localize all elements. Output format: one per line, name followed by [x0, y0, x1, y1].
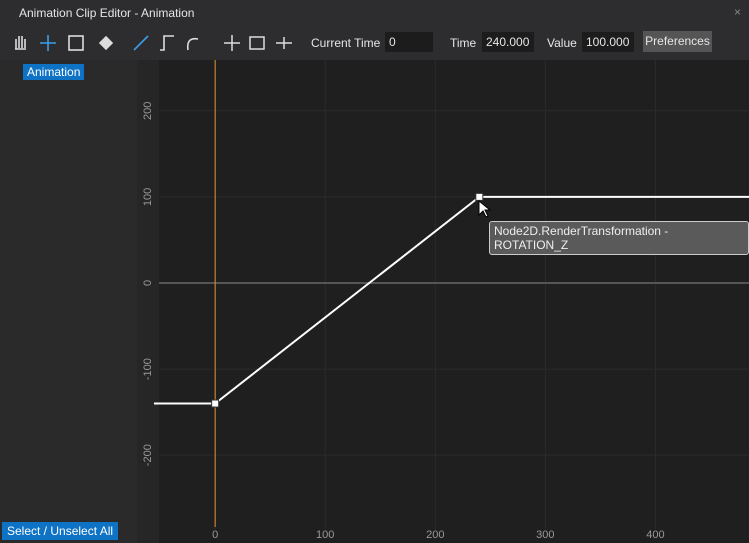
- linear-tool[interactable]: [133, 35, 149, 51]
- hand-tool[interactable]: [15, 36, 26, 50]
- key-tool[interactable]: [98, 35, 114, 51]
- tool-icons: [15, 35, 199, 51]
- expand-view[interactable]: [276, 37, 292, 49]
- preferences-button[interactable]: Preferences: [643, 31, 712, 52]
- time-field[interactable]: 240.000: [482, 32, 534, 52]
- curve: [214, 196, 480, 405]
- x-tick-label: 0: [212, 529, 218, 541]
- y-axis-strip: [137, 60, 159, 543]
- y-tick-label: 200: [142, 102, 154, 120]
- bezier-tool[interactable]: [186, 37, 199, 51]
- y-tick-label: 100: [142, 188, 154, 206]
- tooltip: Node2D.RenderTransformation - ROTATION_Z: [489, 221, 749, 255]
- window-title: Animation Clip Editor - Animation: [19, 6, 195, 20]
- y-tick-label: 0: [142, 280, 154, 286]
- step-tool[interactable]: [160, 35, 174, 51]
- time-label: Time: [450, 36, 477, 50]
- y-tick-label: -100: [142, 358, 154, 380]
- move-tool[interactable]: [40, 35, 56, 51]
- track-panel: Animation Select / Unselect All: [0, 60, 137, 543]
- x-tick-label: 300: [536, 529, 554, 541]
- keyframe[interactable]: [475, 192, 484, 201]
- close-button[interactable]: ×: [733, 5, 741, 19]
- value-field[interactable]: 100.000: [582, 32, 634, 52]
- cursor: [478, 199, 491, 218]
- x-tick-label: 200: [426, 529, 444, 541]
- current-time-field[interactable]: 0: [385, 32, 433, 52]
- keyframe[interactable]: [211, 399, 220, 408]
- track-item[interactable]: Animation: [23, 64, 85, 80]
- curve-graph: 0 100 200 300 400 200 100 0 -100 -200: [137, 60, 749, 543]
- center-view[interactable]: [224, 35, 240, 51]
- view-icons: [224, 35, 292, 51]
- current-time-label: Current Time: [311, 36, 381, 50]
- x-tick-label: 100: [316, 529, 334, 541]
- title-bar: Animation Clip Editor - Animation ×: [0, 0, 749, 25]
- value-label: Value: [547, 36, 577, 50]
- x-tick-label: 400: [646, 529, 664, 541]
- y-tick-label: -200: [142, 444, 154, 466]
- toolbar: Current Time 0 Time 240.000 Value 100.00…: [0, 25, 749, 60]
- scale-tool[interactable]: [68, 35, 84, 51]
- select-all-button[interactable]: Select / Unselect All: [2, 522, 119, 540]
- fit-view[interactable]: [249, 36, 265, 50]
